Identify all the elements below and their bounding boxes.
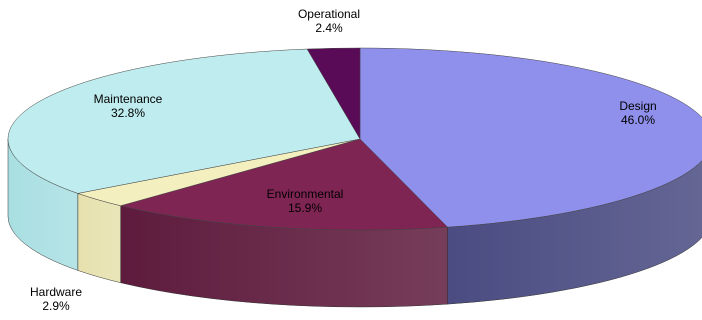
slice-label-environmental: Environmental 15.9% [267,187,344,215]
pie-side-hardware [77,193,121,284]
pie-slice-operational [306,47,361,140]
slice-label-value-environmental: 15.9% [288,201,322,215]
pie-slice-design [359,47,702,228]
slice-label-name-operational: Operational [298,7,360,21]
pie-labels: Design 46.0% Environmental 15.9% Hardware 2.9… [30,7,657,313]
slice-label-value-maintenance: 32.8% [111,106,145,120]
slice-label-name-environmental: Environmental [267,187,344,201]
slice-label-value-operational: 2.4% [315,21,343,35]
slice-label-name-design: Design [619,99,656,113]
slice-label-design: Design 46.0% [619,99,656,127]
pie-slice-environmental [119,138,449,231]
slice-label-name-hardware: Hardware [30,285,82,299]
slice-label-hardware: Hardware 2.9% [30,285,82,313]
pie-sides [7,138,702,308]
pie-slice-maintenance [7,48,361,194]
slice-label-name-maintenance: Maintenance [94,92,163,106]
slice-label-value-hardware: 2.9% [42,299,70,313]
slice-label-maintenance: Maintenance 32.8% [94,92,163,120]
slice-label-value-design: 46.0% [621,113,655,127]
pie-tops [7,47,702,231]
slice-label-operational: Operational 2.4% [298,7,360,35]
